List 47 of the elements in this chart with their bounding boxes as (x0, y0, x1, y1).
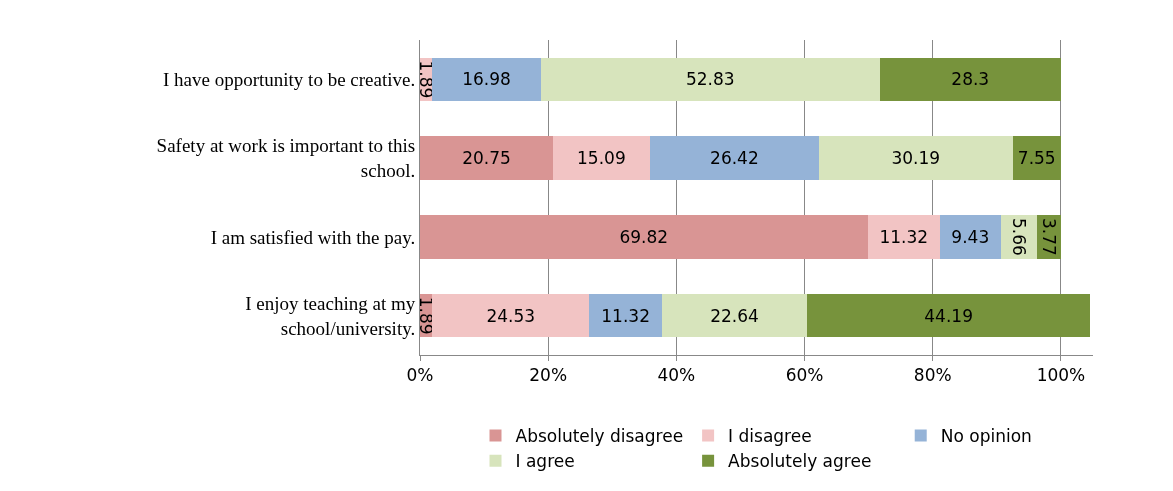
x-tick-label: 0% (406, 365, 434, 386)
bar (879, 57, 1061, 102)
data-label: 69.82 (619, 226, 669, 247)
data-label: 16.98 (462, 69, 511, 90)
bar (867, 215, 941, 259)
data-label: 9.43 (951, 226, 990, 247)
legend-label: Absolutely disagree (515, 426, 684, 447)
x-tick-label: 80% (913, 365, 952, 386)
legend-label: No opinion (940, 426, 1032, 447)
bar (553, 136, 650, 180)
x-tick-label: 60% (785, 365, 824, 386)
legend-label: I agree (515, 451, 575, 472)
data-label: 20.75 (462, 148, 511, 169)
y-tick-label: I have opportunity to be creative. (163, 69, 416, 91)
y-tick-label: I enjoy teaching at my school/university. (245, 292, 416, 339)
bar (432, 57, 541, 102)
bar (940, 215, 1001, 259)
data-label: 5.66 (1008, 217, 1029, 256)
bar (649, 136, 820, 180)
data-label: 3.77 (1038, 217, 1059, 256)
x-tick-label: 40% (657, 365, 696, 386)
bar (589, 293, 662, 338)
bar (661, 293, 808, 338)
data-label: 15.09 (577, 148, 626, 169)
bar (1012, 136, 1061, 180)
bar (819, 136, 1013, 180)
data-label: 24.53 (486, 305, 536, 326)
y-tick-label: I am satisfied with the pay. (210, 226, 416, 248)
y-tick-label: Safety at work is important to this school. (156, 135, 416, 182)
bar (420, 136, 553, 180)
bar (420, 215, 868, 259)
data-label: 7.55 (1017, 148, 1056, 169)
data-label: 44.19 (924, 305, 973, 326)
data-label: 22.64 (710, 305, 759, 326)
legend-label: Absolutely agree (728, 451, 872, 472)
data-label: 28.3 (951, 69, 990, 90)
bar (807, 293, 1091, 338)
data-label: 52.83 (685, 69, 735, 90)
data-label: 11.32 (601, 305, 650, 326)
bar (540, 57, 880, 102)
data-label: 26.42 (710, 148, 759, 169)
legend-label: I disagree (728, 426, 812, 447)
bar (432, 293, 590, 338)
x-tick-label: 100% (1036, 365, 1086, 386)
data-label: 11.32 (879, 226, 929, 247)
data-label: 30.19 (891, 148, 941, 169)
x-tick-label: 20% (529, 365, 568, 386)
